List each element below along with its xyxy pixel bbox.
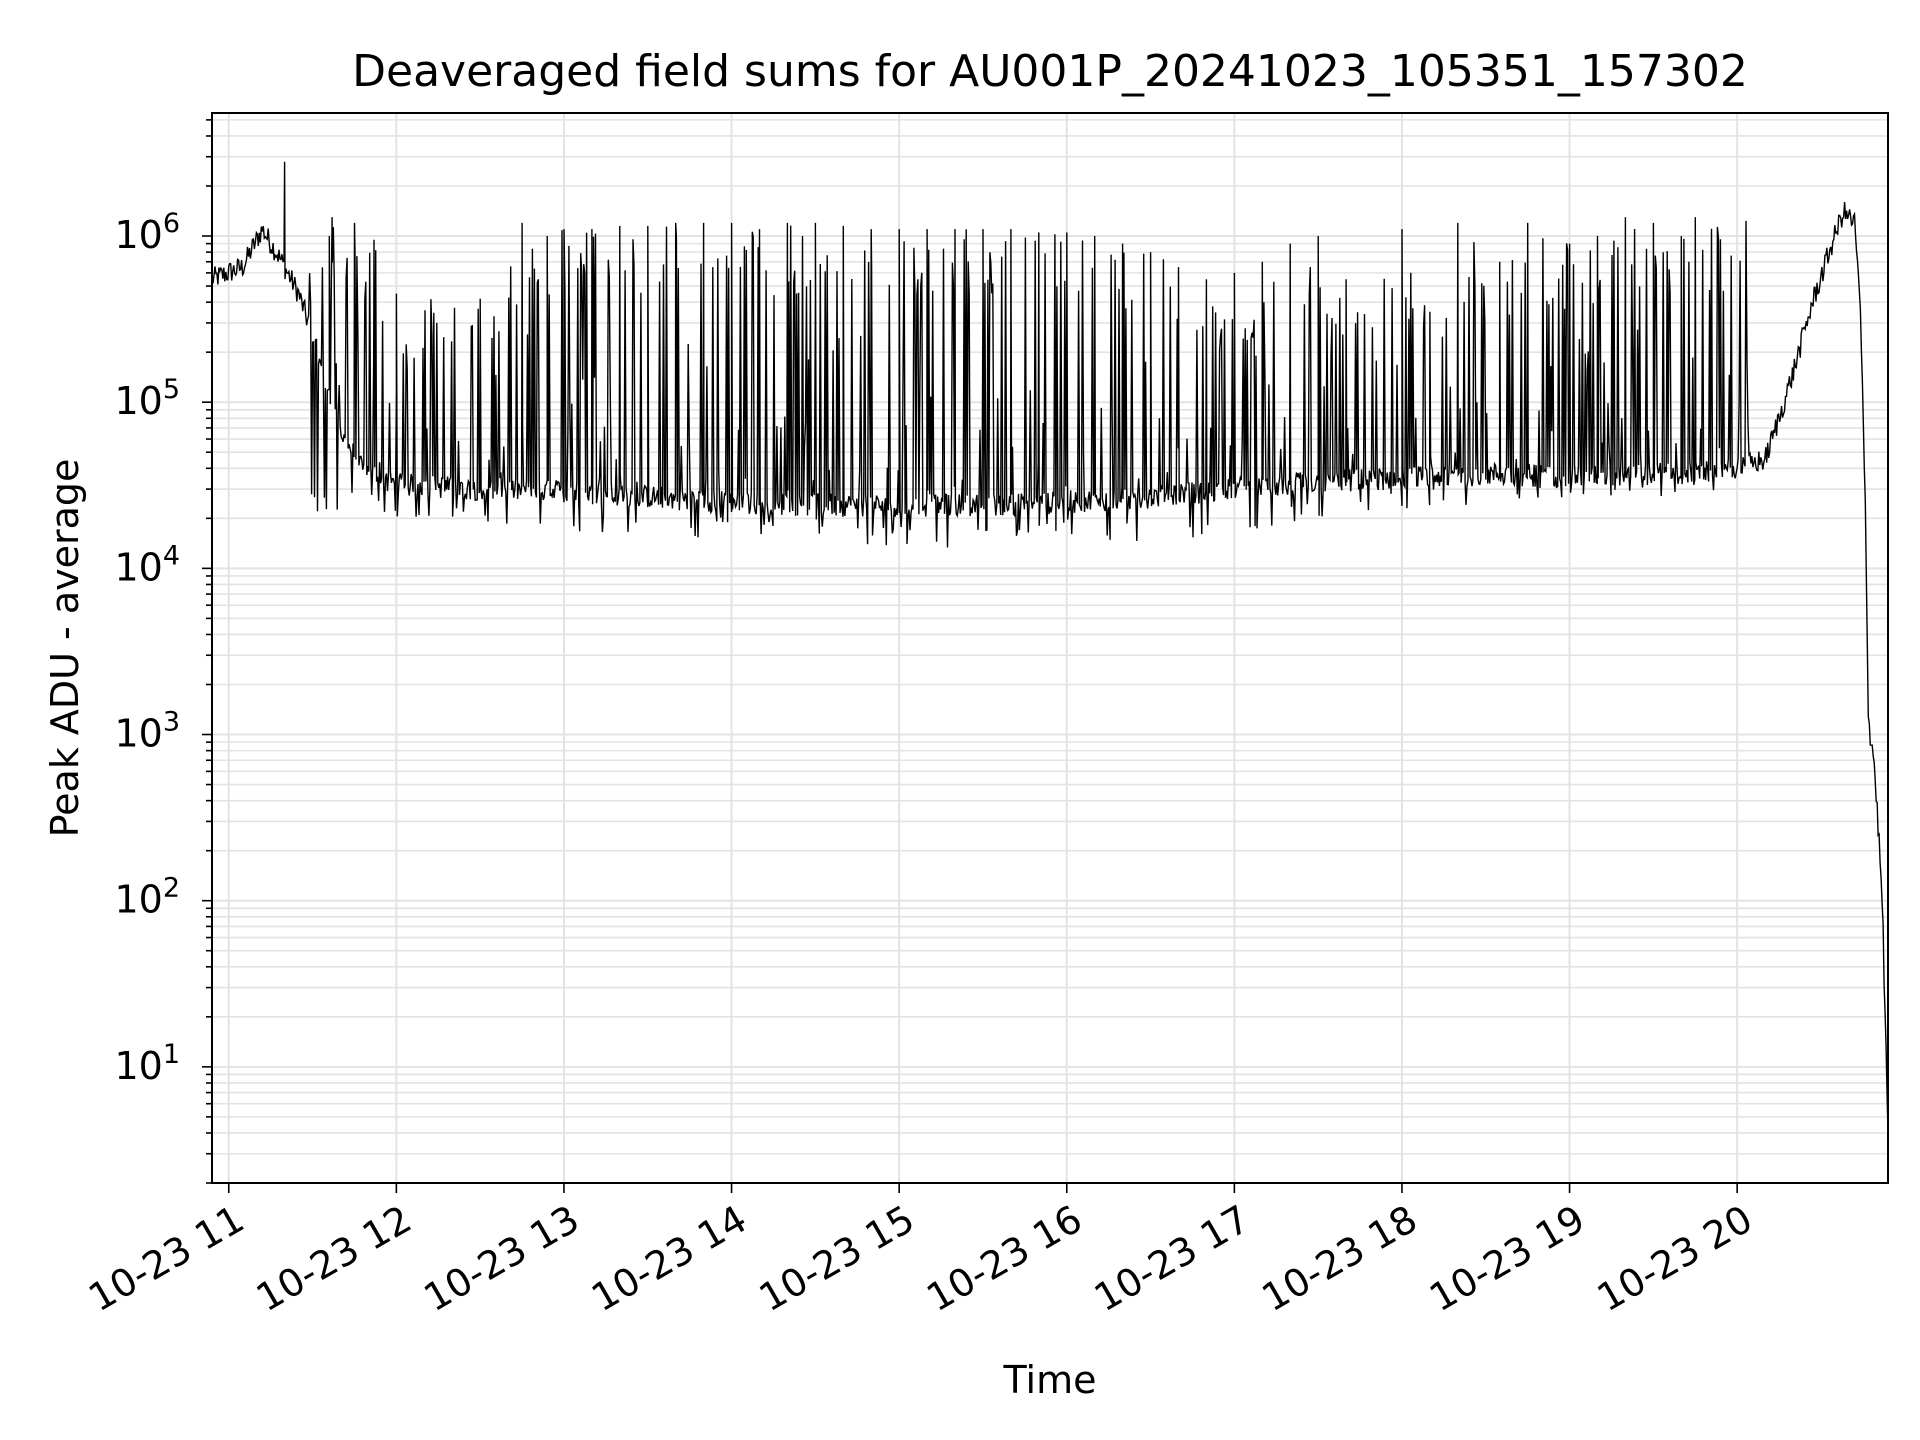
y-tick-label: 102 <box>114 873 180 922</box>
x-tick-label: 10-23 20 <box>1590 1197 1760 1321</box>
y-tick-label-base: 10 <box>114 213 162 257</box>
x-tick-label: 10-23 17 <box>1087 1197 1257 1321</box>
y-tick-label: 106 <box>114 208 180 257</box>
y-tick-label: 101 <box>114 1039 180 1088</box>
x-axis-label: Time <box>1003 1358 1097 1402</box>
plot-frame <box>211 112 1889 1184</box>
y-tick-label: 104 <box>114 540 180 589</box>
x-tick-label: 10-23 16 <box>919 1197 1089 1321</box>
y-tick-label-base: 10 <box>114 379 162 423</box>
y-tick-label-base: 10 <box>114 545 162 589</box>
y-tick-label: 103 <box>114 707 180 756</box>
x-tick-label: 10-23 14 <box>584 1197 754 1321</box>
grid <box>212 113 1888 1184</box>
chart-title: Deaveraged field sums for AU001P_2024102… <box>352 46 1748 97</box>
series-line <box>211 161 1889 1134</box>
x-tick-label: 10-23 11 <box>81 1197 251 1321</box>
y-tick-label-exponent: 6 <box>163 208 180 239</box>
x-tick-label: 10-23 12 <box>249 1197 419 1321</box>
x-tick-label: 10-23 15 <box>752 1197 922 1321</box>
y-tick-label-exponent: 1 <box>163 1039 180 1070</box>
x-tick-label: 10-23 18 <box>1254 1197 1424 1321</box>
y-tick-label-base: 10 <box>114 1044 162 1088</box>
x-tick-label: 10-23 19 <box>1422 1197 1592 1321</box>
y-tick-label-base: 10 <box>114 878 162 922</box>
data-series <box>211 161 1889 1134</box>
y-tick-label-base: 10 <box>114 712 162 756</box>
y-axis-label: Peak ADU - average <box>43 459 87 838</box>
y-tick-label-exponent: 2 <box>163 873 180 904</box>
y-tick-label-exponent: 3 <box>163 707 180 738</box>
y-tick-label-exponent: 5 <box>163 374 180 405</box>
y-tick-label: 105 <box>114 374 180 423</box>
x-tick-label: 10-23 13 <box>416 1197 586 1321</box>
y-tick-label-exponent: 4 <box>163 540 180 571</box>
